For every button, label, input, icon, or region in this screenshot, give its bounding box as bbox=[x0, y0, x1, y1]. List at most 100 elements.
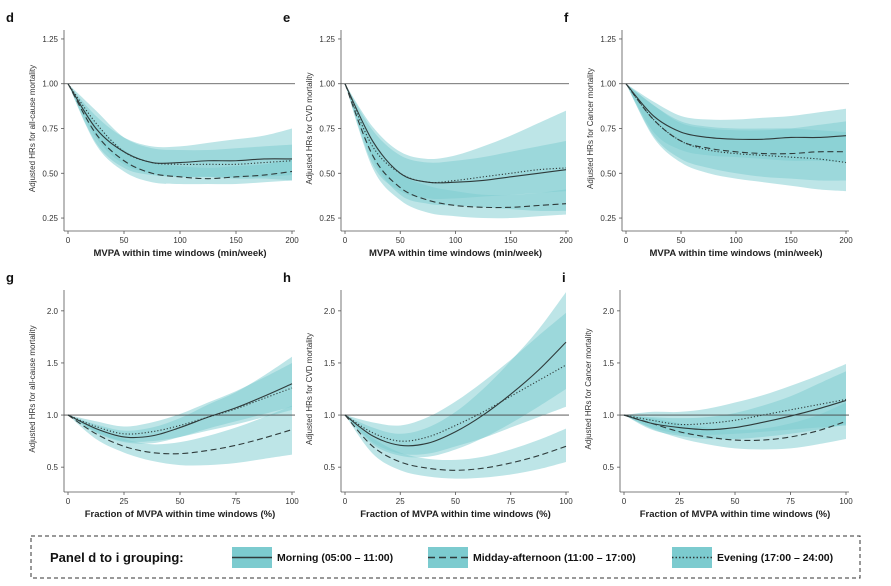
legend-swatch-evening bbox=[672, 547, 712, 568]
series-line-midday bbox=[67, 414, 293, 455]
y-tick-label: 2.0 bbox=[603, 307, 615, 316]
x-tick-label: 150 bbox=[784, 236, 798, 245]
x-tick-label: 50 bbox=[451, 497, 460, 506]
y-tick-label: 0.5 bbox=[603, 463, 615, 472]
series-line-morning bbox=[623, 399, 847, 431]
panel-letter: i bbox=[562, 270, 566, 285]
y-tick-label: 0.75 bbox=[42, 125, 58, 134]
series-line-evening bbox=[623, 398, 847, 426]
ci-band-evening bbox=[624, 363, 846, 435]
series-line-evening bbox=[344, 83, 567, 184]
x-tick-label: 0 bbox=[622, 497, 627, 506]
x-tick-label: 100 bbox=[173, 236, 187, 245]
y-tick-label: 1.5 bbox=[47, 359, 59, 368]
y-tick-label: 1.00 bbox=[600, 80, 616, 89]
x-tick-label: 25 bbox=[120, 497, 129, 506]
y-tick-label: 0.25 bbox=[319, 214, 335, 223]
legend-title: Panel d to i grouping: bbox=[50, 550, 184, 565]
x-tick-label: 0 bbox=[66, 497, 71, 506]
legend-swatch-midday bbox=[428, 547, 468, 568]
y-tick-label: 0.50 bbox=[600, 169, 616, 178]
y-tick-label: 0.50 bbox=[42, 169, 58, 178]
y-tick-label: 1.25 bbox=[42, 35, 58, 44]
legend-label-midday: Midday-afternoon (11:00 – 17:00) bbox=[473, 552, 636, 564]
panel-e: e 0.25 0.50 0.75 1.00 1.25 0 50 100 150 200 MVPA wi… bbox=[283, 10, 573, 259]
series-line-morning bbox=[344, 341, 567, 447]
x-tick-label: 100 bbox=[729, 236, 743, 245]
x-tick-label: 50 bbox=[677, 236, 686, 245]
y-tick-label: 2.0 bbox=[47, 307, 59, 316]
x-tick-label: 100 bbox=[285, 497, 299, 506]
y-axis-title: Adjusted HRs for Cancer mortality bbox=[584, 329, 593, 450]
legend-item-evening: Evening (17:00 – 24:00) bbox=[672, 547, 833, 568]
y-tick-label: 0.75 bbox=[319, 125, 335, 134]
x-axis-title: Fraction of MVPA within time windows (%) bbox=[640, 509, 831, 520]
panel-d: d 0.25 0.50 0.75 1.00 1.25 0 50 100 150 200 MVPA wi… bbox=[6, 10, 299, 259]
panel-h: h 0.5 1.0 1.5 2.0 0 25 50 75 100 Fraction of MVPA … bbox=[283, 270, 573, 520]
legend-item-morning: Morning (05:00 – 11:00) bbox=[232, 547, 393, 568]
x-axis-title: MVPA within time windows (min/week) bbox=[369, 248, 542, 259]
panel-f: f 0.25 0.50 0.75 1.00 1.25 0 50 100 150 200 MVPA wi… bbox=[564, 10, 853, 259]
x-axis-title: Fraction of MVPA within time windows (%) bbox=[85, 509, 276, 520]
y-tick-label: 0.75 bbox=[600, 125, 616, 134]
series-line-midday bbox=[623, 414, 847, 441]
panel-i: i 0.5 1.0 1.5 2.0 0 25 50 75 100 Fraction of MVPA … bbox=[562, 270, 853, 520]
x-tick-label: 0 bbox=[66, 236, 71, 245]
y-tick-label: 1.25 bbox=[319, 35, 335, 44]
ci-band-evening bbox=[68, 362, 292, 442]
ci-band-midday bbox=[624, 402, 846, 450]
x-axis-title: MVPA within time windows (min/week) bbox=[649, 248, 822, 259]
y-tick-label: 1.25 bbox=[600, 35, 616, 44]
y-tick-label: 2.0 bbox=[324, 307, 336, 316]
y-axis-title: Adjusted HRs for Cancer mortality bbox=[586, 68, 595, 189]
x-tick-label: 150 bbox=[229, 236, 243, 245]
series-line-evening bbox=[625, 83, 847, 164]
series-line-midday bbox=[625, 83, 847, 155]
panel-letter: g bbox=[6, 270, 14, 285]
x-tick-label: 100 bbox=[449, 236, 463, 245]
y-tick-label: 0.50 bbox=[319, 169, 335, 178]
series-line-morning bbox=[344, 83, 567, 184]
x-tick-label: 50 bbox=[176, 497, 185, 506]
panel-letter: d bbox=[6, 10, 14, 25]
x-tick-label: 200 bbox=[559, 236, 573, 245]
x-axis-title: Fraction of MVPA within time windows (%) bbox=[360, 509, 551, 520]
y-tick-label: 0.25 bbox=[600, 214, 616, 223]
y-axis-title: Adjusted HRs for CVD mortality bbox=[305, 333, 314, 445]
y-tick-label: 1.5 bbox=[603, 359, 615, 368]
x-tick-label: 0 bbox=[343, 236, 348, 245]
x-axis-title: MVPA within time windows (min/week) bbox=[93, 248, 266, 259]
ci-band-midday bbox=[68, 405, 292, 466]
x-tick-label: 200 bbox=[839, 236, 853, 245]
y-tick-label: 0.25 bbox=[42, 214, 58, 223]
panel-letter: h bbox=[283, 270, 291, 285]
series-line-midday bbox=[344, 83, 567, 209]
series-line-evening bbox=[67, 387, 293, 435]
y-tick-label: 1.0 bbox=[603, 411, 615, 420]
legend-item-midday: Midday-afternoon (11:00 – 17:00) bbox=[428, 547, 636, 568]
panel-letter: e bbox=[283, 10, 290, 25]
series-line-morning bbox=[67, 83, 293, 164]
y-tick-label: 1.00 bbox=[42, 80, 58, 89]
x-tick-label: 75 bbox=[232, 497, 241, 506]
x-tick-label: 25 bbox=[396, 497, 405, 506]
x-tick-label: 50 bbox=[731, 497, 740, 506]
x-tick-label: 200 bbox=[285, 236, 299, 245]
x-tick-label: 50 bbox=[120, 236, 129, 245]
y-tick-label: 0.5 bbox=[47, 463, 59, 472]
ci-band-evening bbox=[345, 312, 566, 455]
x-tick-label: 0 bbox=[624, 236, 629, 245]
series-line-midday bbox=[67, 83, 293, 180]
x-tick-label: 25 bbox=[675, 497, 684, 506]
x-tick-label: 100 bbox=[559, 497, 573, 506]
y-tick-label: 1.0 bbox=[47, 411, 59, 420]
y-axis-title: Adjusted HRs for all-cause mortality bbox=[28, 65, 37, 192]
ci-band-evening bbox=[68, 83, 292, 178]
panel-letter: f bbox=[564, 10, 569, 25]
ci-band-evening bbox=[345, 83, 566, 199]
y-tick-label: 1.5 bbox=[324, 359, 336, 368]
legend: Panel d to i grouping: Morning (05:00 – … bbox=[30, 535, 861, 579]
y-tick-label: 1.00 bbox=[319, 80, 335, 89]
